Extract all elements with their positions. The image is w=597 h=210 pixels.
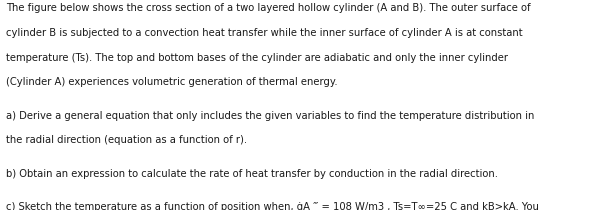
Text: a) Derive a general equation that only includes the given variables to find the : a) Derive a general equation that only i… xyxy=(6,111,534,121)
Text: b) Obtain an expression to calculate the rate of heat transfer by conduction in : b) Obtain an expression to calculate the… xyxy=(6,169,498,179)
Text: The figure below shows the cross section of a two layered hollow cylinder (A and: The figure below shows the cross section… xyxy=(6,3,531,13)
Text: the radial direction (equation as a function of r).: the radial direction (equation as a func… xyxy=(6,135,247,146)
Text: c) Sketch the temperature as a function of position when, ġA ‴ = 108 W/m3 , Ts=T: c) Sketch the temperature as a function … xyxy=(6,202,539,210)
Text: cylinder B is subjected to a convection heat transfer while the inner surface of: cylinder B is subjected to a convection … xyxy=(6,28,522,38)
Text: temperature (Ts). The top and bottom bases of the cylinder are adiabatic and onl: temperature (Ts). The top and bottom bas… xyxy=(6,53,508,63)
Text: (Cylinder A) experiences volumetric generation of thermal energy.: (Cylinder A) experiences volumetric gene… xyxy=(6,77,337,88)
